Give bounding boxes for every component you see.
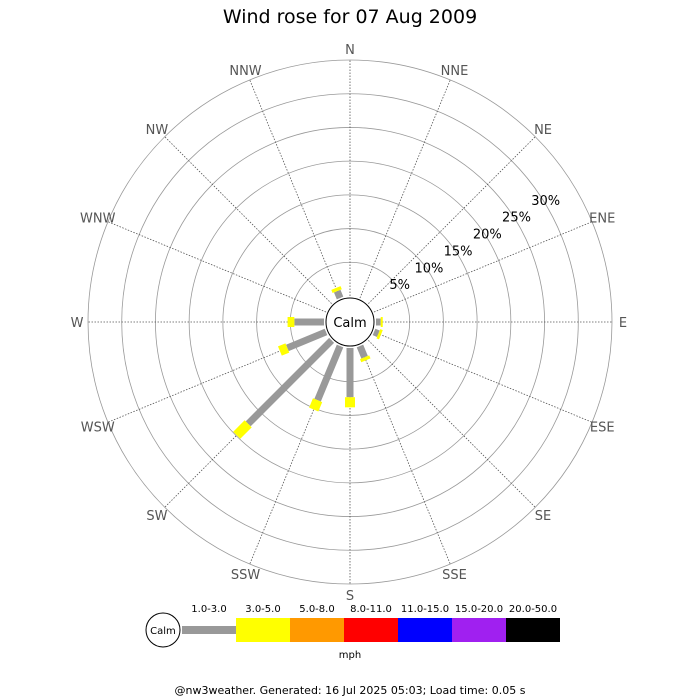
spoke-nnw <box>249 79 341 299</box>
direction-label-sw: SW <box>146 509 167 524</box>
bar-sw-1.0-3.0 <box>245 337 335 427</box>
spoke-ene <box>373 221 593 313</box>
direction-label-nne: NNE <box>441 64 469 79</box>
direction-label-n: N <box>345 43 355 58</box>
spoke-ese <box>373 331 593 423</box>
percent-label: 25% <box>502 211 531 226</box>
spoke-se <box>368 340 536 508</box>
direction-label-ene: ENE <box>589 212 615 227</box>
grid-ring <box>188 160 512 484</box>
percent-label: 5% <box>389 278 410 293</box>
bar-nnw-1.0-3.0 <box>333 289 344 300</box>
legend: Calm 1.0-3.0 3.0-5.0 5.0-8.0 8.0-11.0 11.0-1… <box>145 604 560 661</box>
legend-label-15.0-20.0: 15.0-20.0 <box>455 604 503 615</box>
percent-label: 20% <box>473 228 502 243</box>
calm-circle-shape <box>325 297 375 347</box>
spoke-sse <box>359 345 451 565</box>
legend-swatch-3.0-5.0 <box>236 618 290 642</box>
bar-sw-3.0-5.0 <box>233 420 252 439</box>
spoke-nw <box>164 136 332 304</box>
direction-label-nw: NW <box>146 123 169 138</box>
percent-label: 15% <box>444 244 473 259</box>
legend-label-20.0-50.0: 20.0-50.0 <box>509 604 557 615</box>
bar-sse-3.0-5.0 <box>359 355 371 363</box>
percent-label: 30% <box>531 194 560 209</box>
legend-swatch-1.0-3.0 <box>182 626 236 634</box>
direction-label-s: S <box>346 589 354 604</box>
legend-label-8.0-11.0: 8.0-11.0 <box>350 604 392 615</box>
legend-swatch-20.0-50.0 <box>506 618 560 642</box>
legend-label-3.0-5.0: 3.0-5.0 <box>245 604 280 615</box>
percent-labels: 5% 10%15%20%25%30% <box>389 194 560 293</box>
direction-label-w: W <box>71 316 84 331</box>
spoke-wnw <box>107 221 327 313</box>
bar-ese-1.0-3.0 <box>372 328 380 337</box>
bar-ese-3.0-5.0 <box>376 329 383 340</box>
legend-swatch-5.0-8.0 <box>290 618 344 642</box>
legend-calm-label: Calm <box>150 626 176 637</box>
footer-text: @nw3weather. Generated: 16 Jul 2025 05:0… <box>174 684 526 697</box>
wind-bars <box>233 286 383 439</box>
direction-label-e: E <box>619 316 627 331</box>
calm-circle: Calm <box>325 297 375 347</box>
direction-label-nnw: NNW <box>229 64 261 79</box>
legend-label-5.0-8.0: 5.0-8.0 <box>299 604 334 615</box>
percent-label: 10% <box>414 261 443 276</box>
direction-label-sse: SSE <box>442 568 467 583</box>
grid-ring <box>222 194 478 450</box>
calm-label: Calm <box>333 316 366 331</box>
legend-swatch-11.0-15.0 <box>398 618 452 642</box>
bar-wsw-1.0-3.0 <box>286 328 328 352</box>
legend-label-11.0-15.0: 11.0-15.0 <box>401 604 449 615</box>
direction-label-wsw: WSW <box>81 420 115 435</box>
direction-label-ne: NE <box>534 123 552 138</box>
legend-unit-label: mph <box>339 650 361 661</box>
legend-bins: 1.0-3.0 3.0-5.0 5.0-8.0 8.0-11.0 11.0-15.0 15… <box>182 604 560 642</box>
legend-swatch-8.0-11.0 <box>344 618 398 642</box>
bar-wsw-3.0-5.0 <box>277 343 290 356</box>
bar-ssw-3.0-5.0 <box>309 398 323 412</box>
direction-label-ssw: SSW <box>231 568 261 583</box>
spoke-ne <box>368 136 536 304</box>
direction-label-se: SE <box>535 509 551 524</box>
bar-ssw-1.0-3.0 <box>314 344 344 402</box>
direction-label-ese: ESE <box>590 420 615 435</box>
bar-sse-1.0-3.0 <box>356 344 368 359</box>
chart-title: Wind rose for 07 Aug 2009 <box>222 6 478 28</box>
bar-nnw-3.0-5.0 <box>331 286 342 294</box>
direction-label-wnw: WNW <box>80 212 116 227</box>
legend-calm-circle <box>145 612 181 648</box>
legend-swatch-15.0-20.0 <box>452 618 506 642</box>
direction-labels: N NNE NE ENE E ESE SE SSE S SSW SW WSW W WNW NW NNW <box>71 43 628 604</box>
spoke-nne <box>359 79 451 299</box>
grid-ring <box>87 59 613 585</box>
legend-label-1.0-3.0: 1.0-3.0 <box>191 604 226 615</box>
